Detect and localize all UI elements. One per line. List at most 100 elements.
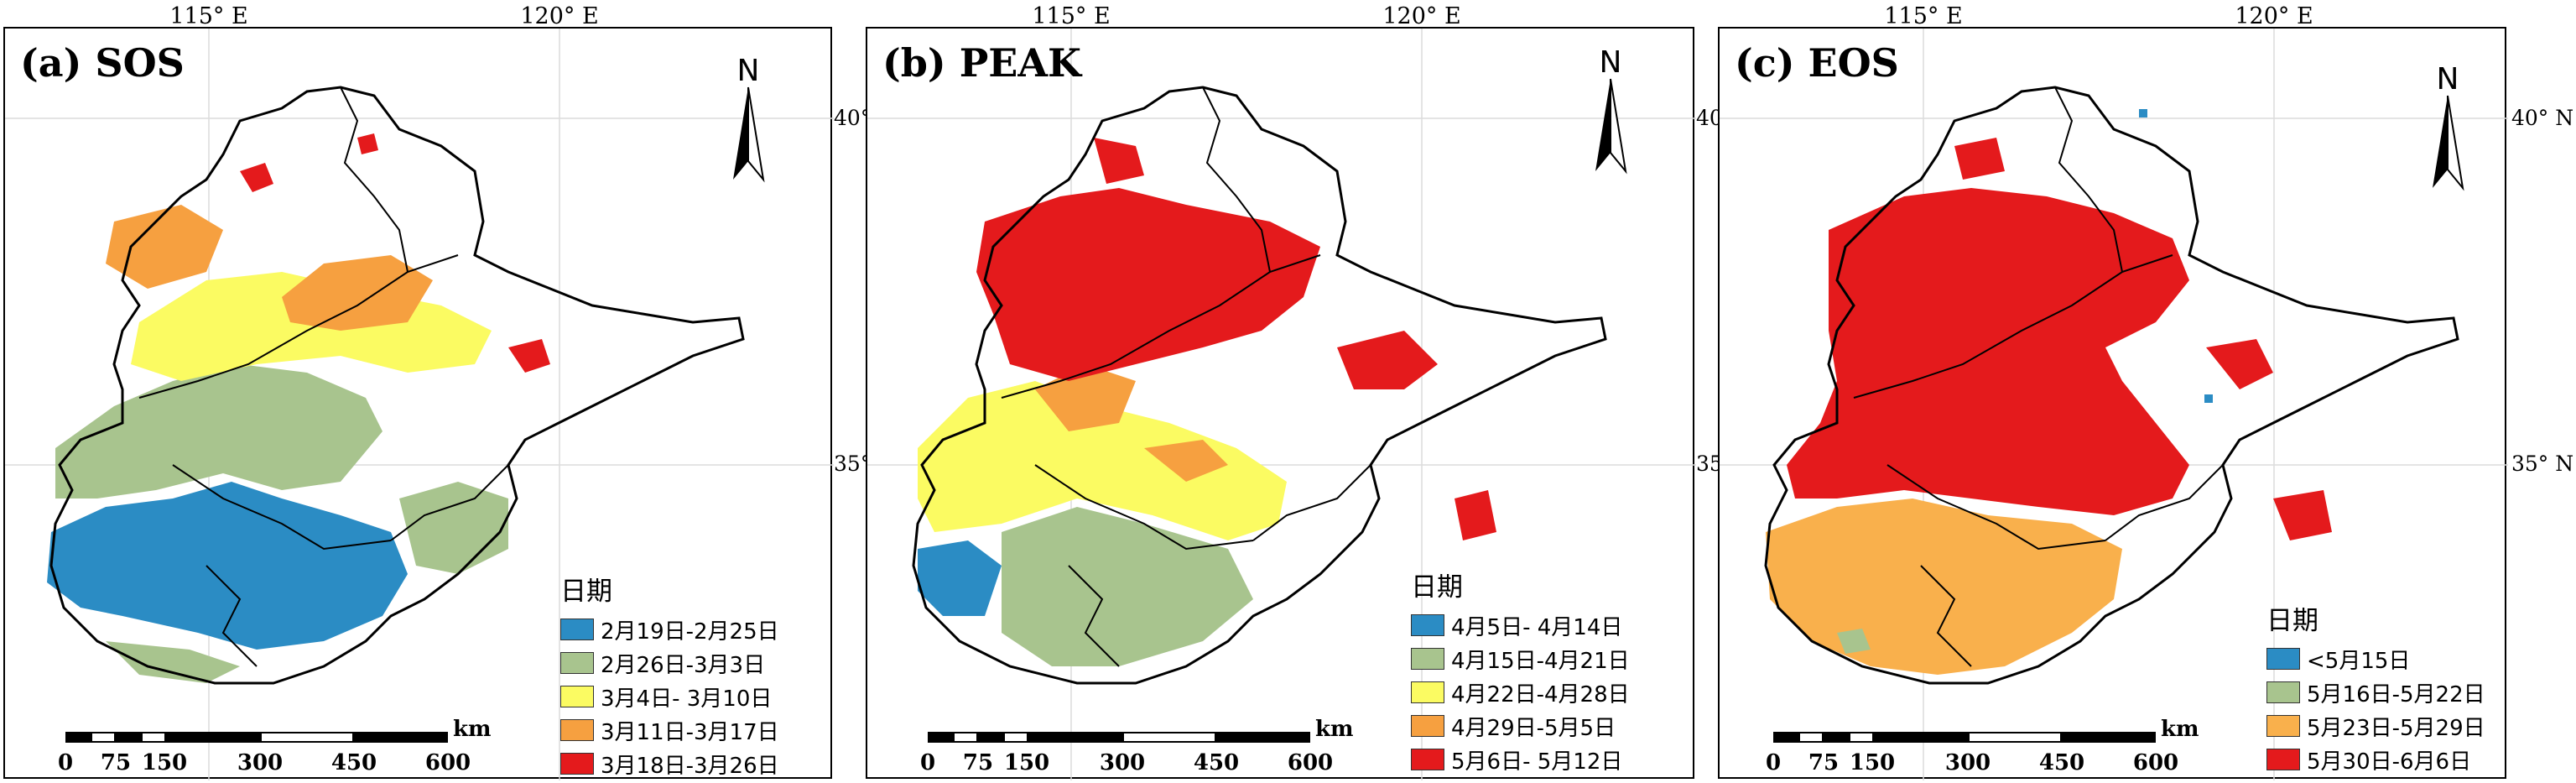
region-red-east — [508, 339, 550, 373]
scale-tick: 450 — [2038, 750, 2085, 775]
region-yellow — [918, 381, 1287, 540]
scale-tick: 75 — [1808, 750, 1840, 775]
region-blue — [47, 482, 408, 650]
legend-title: 日期 — [2266, 606, 2318, 636]
scale-unit: km — [2161, 717, 2199, 742]
scale-unit: km — [453, 717, 492, 742]
legend-item: 2月26日-3月3日 — [560, 646, 779, 680]
legend-title: 日期 — [560, 577, 612, 607]
scale-segment — [1216, 732, 1310, 743]
legend-swatch — [560, 719, 594, 741]
region-red-east — [2206, 339, 2273, 389]
legend-item: 5月16日-5月22日 — [2266, 676, 2485, 709]
lat-label-35: 35° N — [2511, 452, 2574, 476]
region-outline — [912, 86, 1607, 685]
legend-item: <5月15日 — [2266, 642, 2485, 676]
scale-segment — [354, 732, 448, 743]
legend-item: 4月15日-4月21日 — [1411, 642, 1630, 676]
scale-tick: 600 — [424, 750, 471, 775]
region-red — [976, 188, 1320, 381]
region-red — [1787, 188, 2189, 515]
scale-tick: 300 — [1099, 750, 1146, 775]
legend-swatch — [1411, 681, 1444, 703]
legend-label: 5月23日-5月29日 — [2307, 715, 2485, 741]
legend-swatch — [1411, 749, 1444, 770]
region-green — [1837, 629, 1871, 654]
lon-label-115: 115° E — [169, 3, 248, 29]
panel-title: (a) SOS — [20, 40, 185, 86]
north-label: N — [2436, 62, 2459, 97]
scale-tick: 0 — [1765, 750, 1782, 775]
scale-tick: 450 — [330, 750, 377, 775]
north-label: N — [736, 54, 760, 88]
scale-segment — [978, 732, 1003, 743]
region-orange-south — [1144, 440, 1228, 482]
region-blue — [2204, 394, 2213, 403]
legend-swatch — [560, 619, 594, 640]
legend-item: 5月6日- 5月12日 — [1411, 743, 1630, 776]
phenology-raster — [1766, 109, 2332, 675]
legend-item: 3月11日-3月17日 — [560, 713, 779, 747]
scale-segment — [116, 732, 141, 743]
scale-tick: 450 — [1193, 750, 1240, 775]
province-boundaries — [138, 86, 509, 667]
legend-label: 5月6日- 5月12日 — [1451, 749, 1623, 775]
legend-label: 3月18日-3月26日 — [601, 753, 779, 779]
scale-segment — [166, 732, 260, 743]
north-arrow: N — [2424, 62, 2483, 205]
scale-segment — [1849, 732, 1874, 743]
north-arrow: N — [725, 54, 783, 196]
lat-label-40: 40° N — [2511, 106, 2574, 130]
scale-segment — [2062, 732, 2156, 743]
lon-label-115: 115° E — [1032, 3, 1111, 29]
lon-label-120: 120° E — [1382, 3, 1461, 29]
legend-item: 5月23日-5月29日 — [2266, 709, 2485, 743]
north-arrow-icon — [2433, 95, 2464, 191]
phenology-raster — [47, 133, 550, 683]
region-outline — [1764, 86, 2459, 685]
phenology-raster — [918, 138, 1496, 666]
scale-tick: 300 — [237, 750, 284, 775]
province-boundaries — [1853, 86, 2224, 667]
north-label: N — [1599, 45, 1622, 80]
legend-item: 5月30日-6月6日 — [2266, 743, 2485, 776]
legend-swatch — [2266, 681, 2300, 703]
scale-segment — [1028, 732, 1122, 743]
legend-item: 3月18日-3月26日 — [560, 747, 779, 780]
legend-label: 2月26日-3月3日 — [601, 652, 766, 678]
map-eos — [1720, 29, 2508, 780]
north-arrow-icon — [1595, 78, 1627, 175]
legend-label: 4月29日-5月5日 — [1451, 715, 1616, 741]
north-arrow-icon — [733, 86, 765, 183]
legend-item: 3月4日- 3月10日 — [560, 680, 779, 713]
region-green — [55, 364, 382, 499]
scale-segment — [1003, 732, 1028, 743]
legend-swatch — [1411, 614, 1444, 636]
region-orange — [106, 205, 223, 289]
legend-swatch — [2266, 715, 2300, 737]
region-outline — [49, 86, 745, 685]
scale-tick: 75 — [100, 750, 132, 775]
scale-segment — [1824, 732, 1849, 743]
scale-segment — [1798, 732, 1824, 743]
legend: 日期 4月5日- 4月14日 4月15日-4月21日 4月22日-4月28日 4… — [1411, 566, 1630, 776]
scale-segment — [1773, 732, 1798, 743]
scale-segment — [65, 732, 91, 743]
scale-tick: 600 — [1287, 750, 1334, 775]
legend-label: 3月11日-3月17日 — [601, 719, 779, 745]
scale-tick: 150 — [141, 750, 188, 775]
region-red-coast — [2273, 490, 2332, 540]
legend-title: 日期 — [1411, 572, 1463, 603]
scale-segment — [953, 732, 978, 743]
region-green-south — [106, 641, 240, 683]
scale-segment — [928, 732, 953, 743]
scale-tick: 0 — [57, 750, 74, 775]
legend-label: 2月19日-2月25日 — [601, 619, 779, 645]
panel-peak: 115° E 120° E 40° N 35° N — [866, 3, 1758, 780]
region-red-north — [357, 133, 378, 154]
legend-swatch — [560, 753, 594, 775]
legend-swatch — [1411, 715, 1444, 737]
lon-label-115: 115° E — [1884, 3, 1963, 29]
scale-segment — [260, 732, 354, 743]
scale-segment — [1968, 732, 2062, 743]
